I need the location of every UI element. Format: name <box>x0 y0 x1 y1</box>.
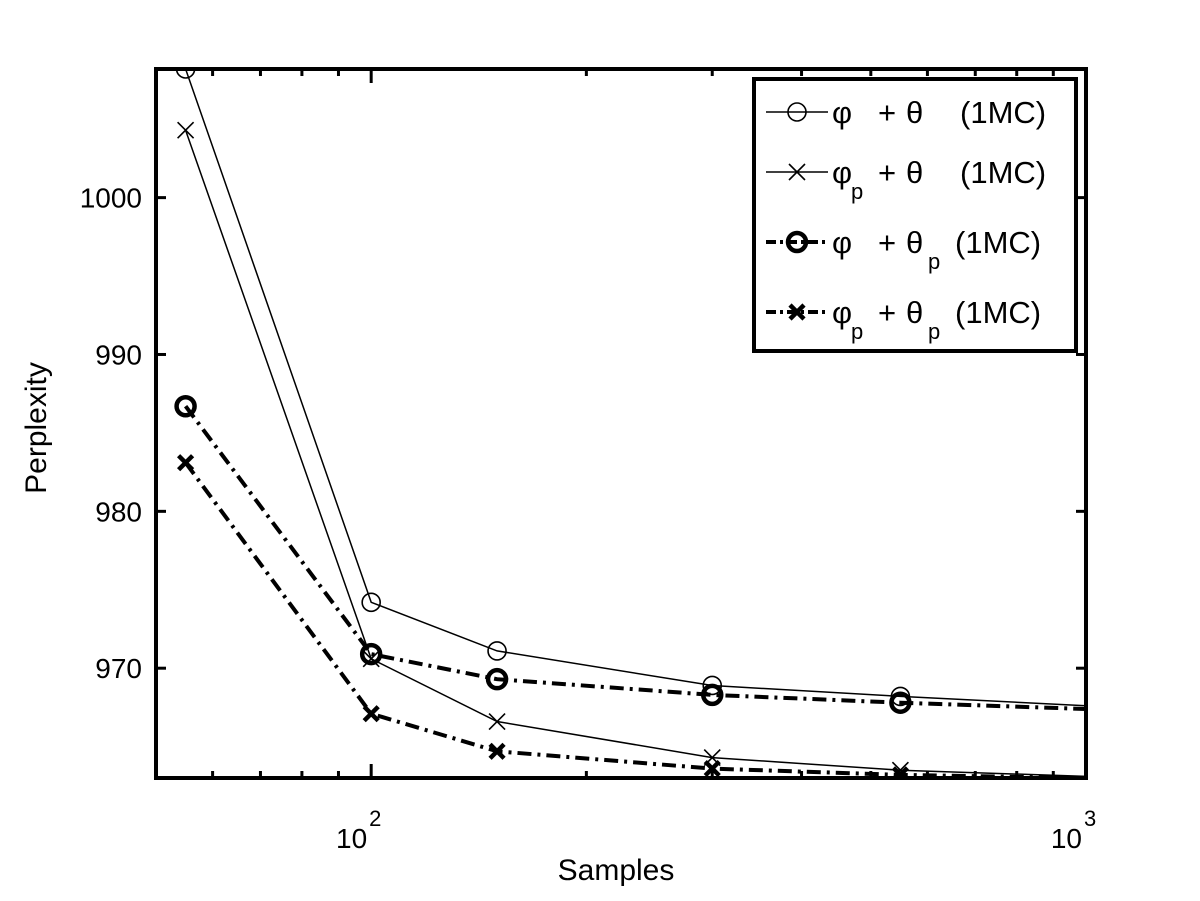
legend-tail: (1MC) <box>960 155 1046 190</box>
series-3 <box>174 394 1086 714</box>
series-4 <box>176 454 1086 778</box>
x-tick-label: 103 <box>1051 806 1096 854</box>
legend-marker <box>788 163 806 181</box>
data-point <box>702 675 723 696</box>
legend: φ + θ (1MC)φp+ θ (1MC)φ + θp(1MC)φp+ θp(1MC) <box>752 77 1078 353</box>
series-line <box>183 461 1086 778</box>
data-point <box>700 683 724 707</box>
data-point <box>488 742 506 760</box>
y-tick-label: 970 <box>95 653 142 684</box>
plot-frame <box>154 67 1088 780</box>
legend-symbol: θ <box>906 155 923 190</box>
legend-tail: (1MC) <box>960 95 1046 130</box>
legend-entry: φp + θ (1MC) <box>766 155 1046 204</box>
data-point <box>362 650 380 668</box>
legend-marker <box>787 102 807 122</box>
data-point <box>891 766 909 778</box>
data-point <box>703 759 721 778</box>
legend-symbol: θ <box>906 295 923 330</box>
legend-entry: φ + θp (1MC) <box>766 225 1041 274</box>
legend-symbol: φ <box>832 225 852 260</box>
data-point <box>175 69 196 79</box>
legend-entry: φ + θ (1MC) <box>766 95 1046 130</box>
x-tick-base: 10 <box>336 823 367 854</box>
data-point <box>361 592 381 613</box>
legend-symbol: φ <box>832 295 852 330</box>
data-point <box>177 121 195 139</box>
x-tick-base: 10 <box>1051 823 1082 854</box>
data-point <box>359 642 383 666</box>
legend-tail: (1MC) <box>955 295 1041 330</box>
legend-subscript: p <box>928 249 940 274</box>
data-point <box>485 667 509 691</box>
legend-tail: (1MC) <box>955 225 1041 260</box>
legend-plus: + <box>878 95 896 130</box>
legend-plus: + <box>878 155 896 190</box>
x-tick-exp: 3 <box>1084 806 1096 831</box>
legend-box <box>752 77 1078 353</box>
legend-symbol: θ <box>906 95 923 130</box>
y-tick-label: 1000 <box>80 183 142 214</box>
legend-subscript: p <box>928 319 940 344</box>
data-point <box>889 691 912 714</box>
legend-marker <box>785 230 809 254</box>
y-tick-label: 990 <box>95 339 142 370</box>
series-line <box>183 405 1086 711</box>
x-axis-label: Samples <box>558 854 675 887</box>
series-line <box>184 129 1086 778</box>
legend-symbol: φ <box>832 95 852 130</box>
y-tick-label: 980 <box>95 496 142 527</box>
data-point <box>176 454 195 472</box>
series-line <box>184 69 1086 707</box>
series-layer <box>174 69 1086 778</box>
y-axis-label: Perplexity <box>20 362 53 494</box>
legend-subscript: p <box>851 179 863 204</box>
legend-plus: + <box>878 295 896 330</box>
series-2 <box>177 121 1086 778</box>
legend-marker <box>788 303 806 321</box>
data-point <box>174 394 197 418</box>
x-tick-label: 102 <box>336 806 381 854</box>
legend-entry: φp+ θp(1MC) <box>766 295 1041 344</box>
legend-symbol: θ <box>906 225 923 260</box>
data-point <box>362 705 380 723</box>
legend-symbol: φ <box>832 155 852 190</box>
x-tick-exp: 2 <box>369 806 381 831</box>
legend-subscript: p <box>851 319 863 344</box>
legend-plus: + <box>878 225 896 260</box>
data-point <box>488 712 506 731</box>
data-point <box>487 641 507 661</box>
